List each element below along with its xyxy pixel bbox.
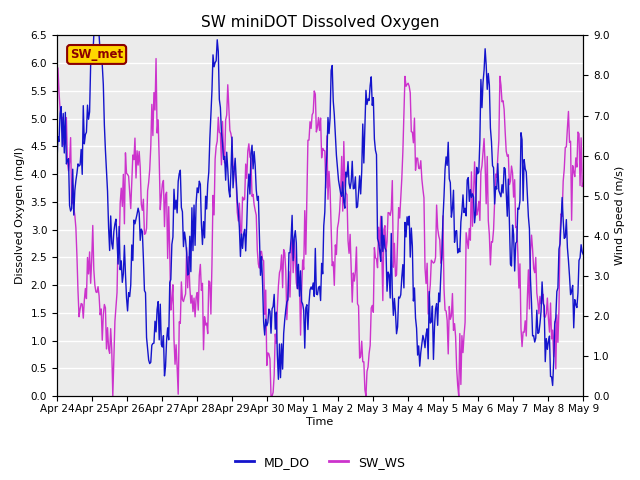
Text: SW_met: SW_met (70, 48, 123, 61)
Legend: MD_DO, SW_WS: MD_DO, SW_WS (230, 451, 410, 474)
Title: SW miniDOT Dissolved Oxygen: SW miniDOT Dissolved Oxygen (201, 15, 439, 30)
Y-axis label: Dissolved Oxygen (mg/l): Dissolved Oxygen (mg/l) (15, 147, 25, 285)
X-axis label: Time: Time (307, 417, 333, 427)
Y-axis label: Wind Speed (m/s): Wind Speed (m/s) (615, 166, 625, 265)
